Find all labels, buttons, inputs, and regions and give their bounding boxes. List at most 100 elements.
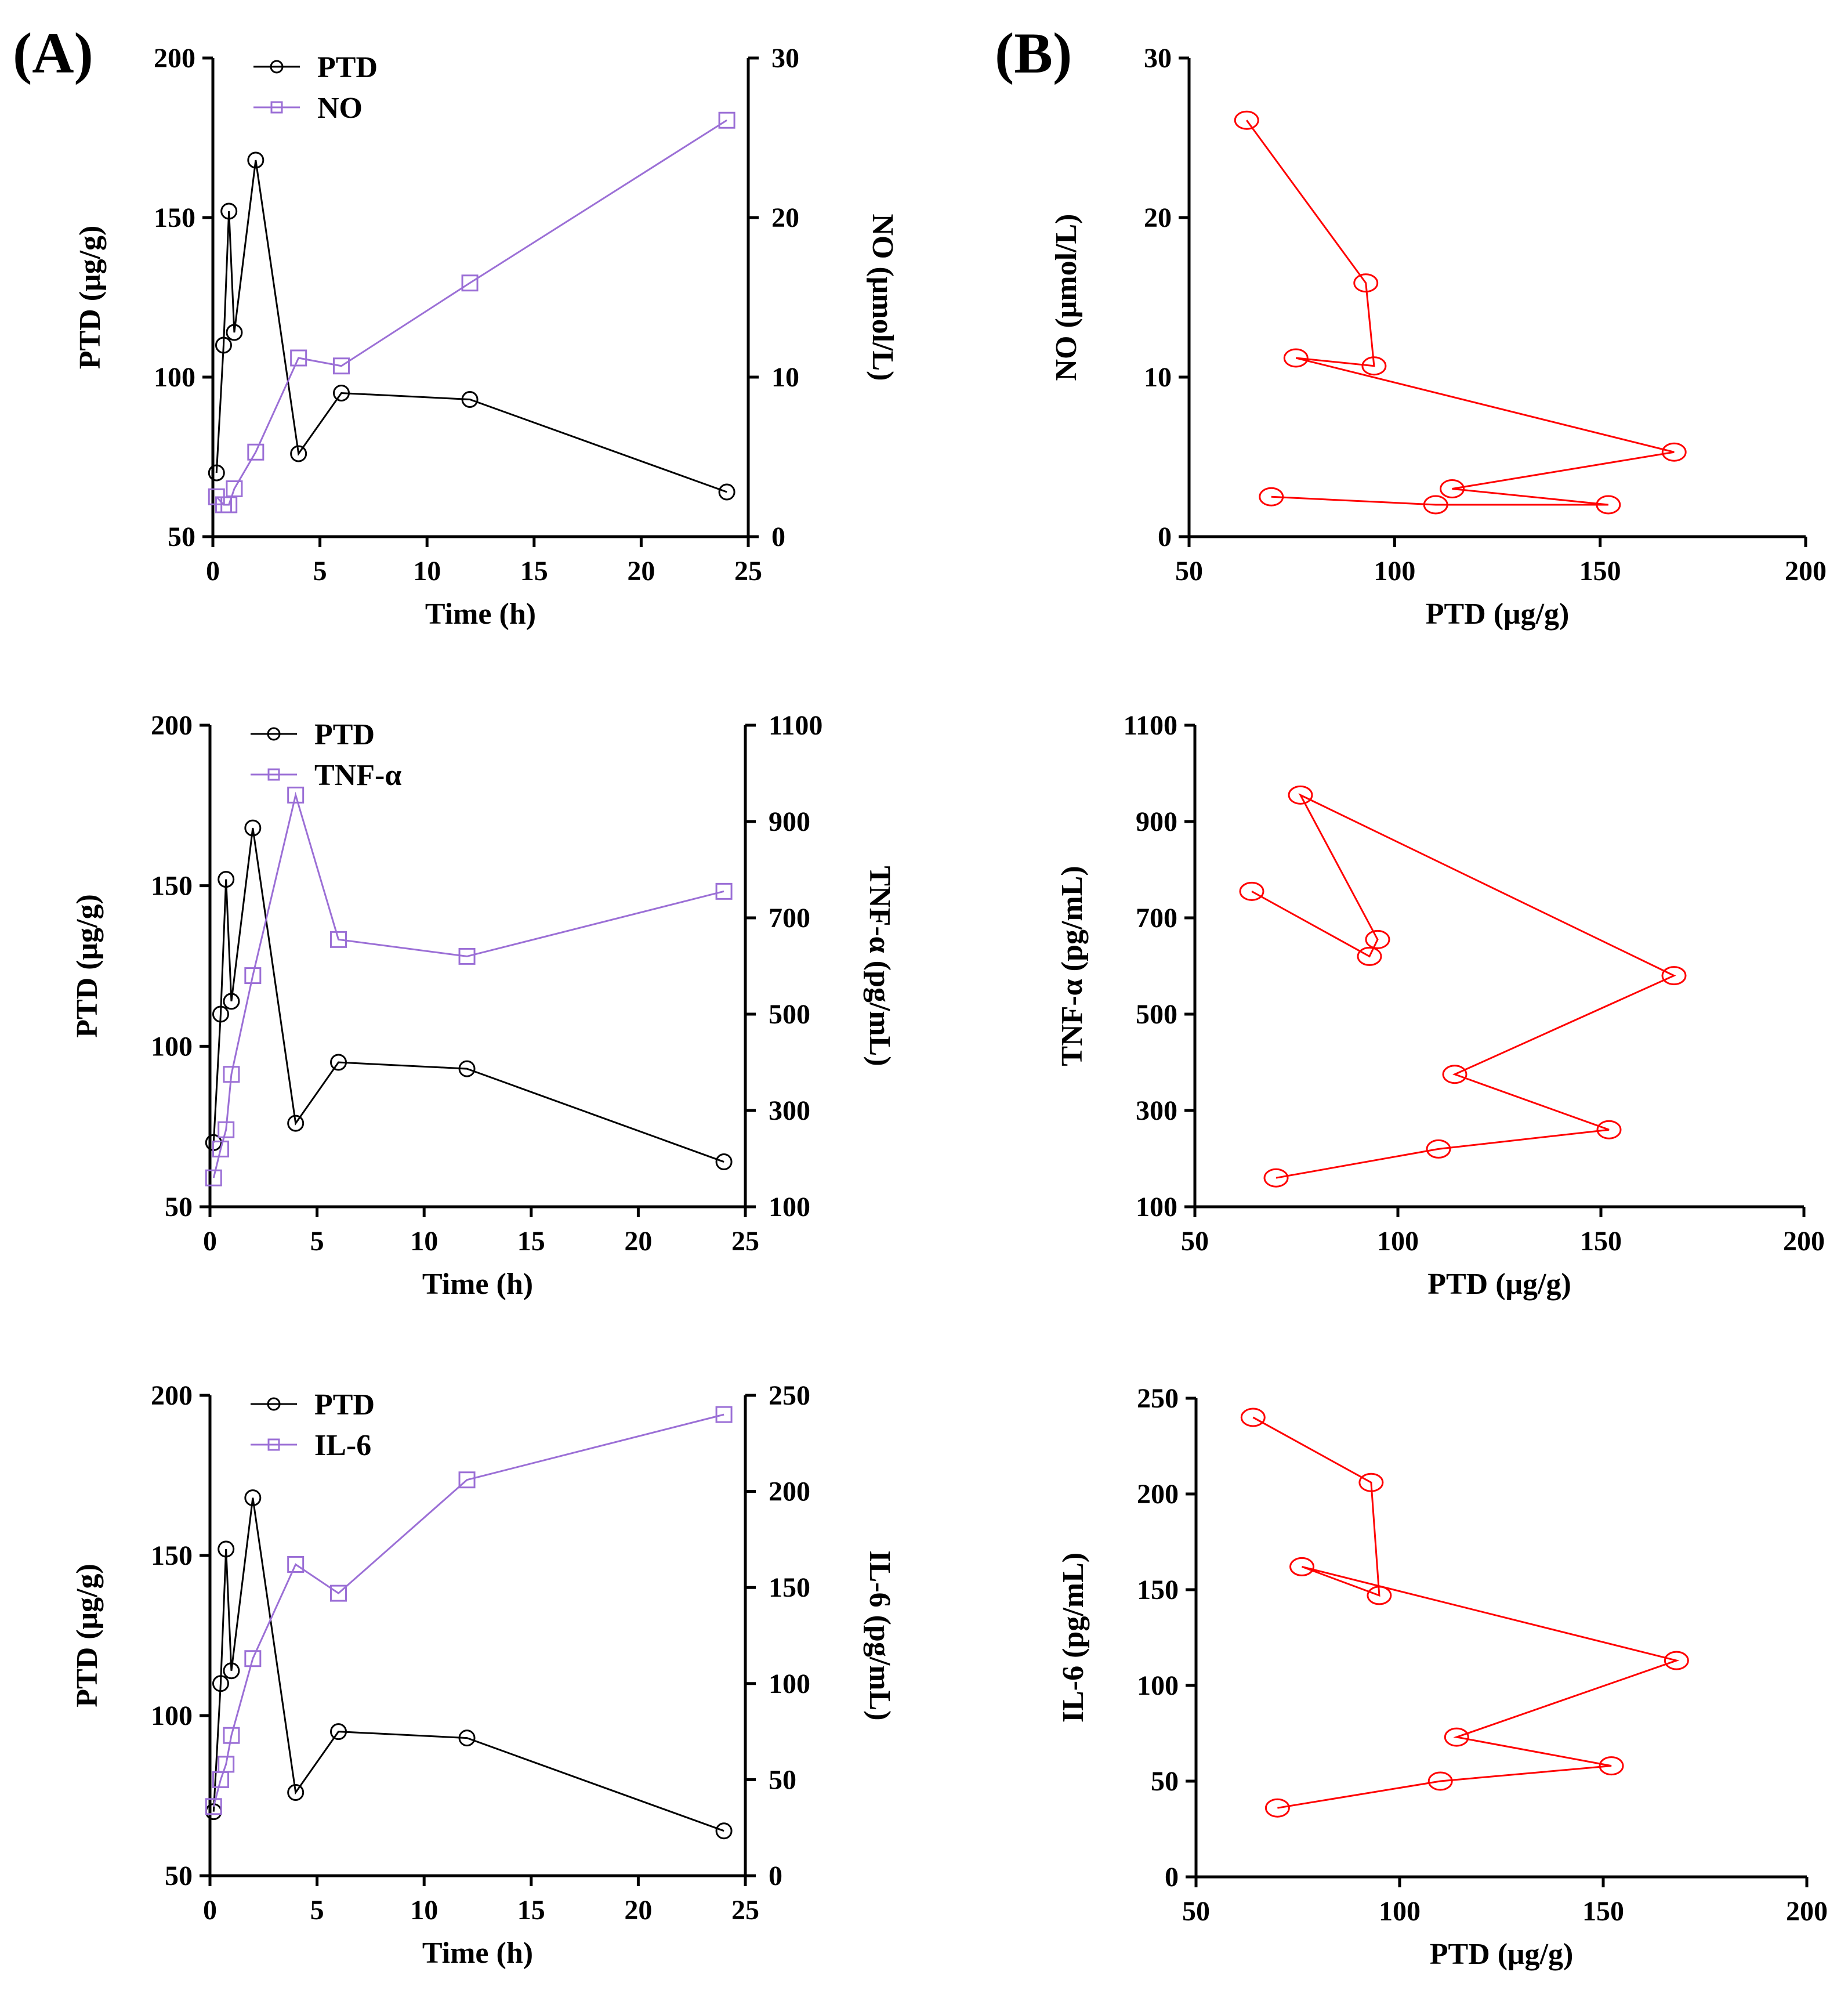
data-point [223,993,240,1010]
data-point [1357,946,1382,966]
legend-item: PTD [253,51,378,84]
data-point [1596,495,1621,515]
series-line-ptd [212,827,724,1163]
legend-label: IL-6 [314,1429,371,1462]
x-tick-label: 50 [1175,556,1203,587]
x-tick-label: 100 [1379,1896,1421,1927]
data-point [1661,442,1687,462]
y-tick-label: 100 [154,362,195,393]
data-point [1358,1472,1384,1492]
x-axis-title: Time (h) [422,1937,533,1970]
data-point [290,349,307,367]
data-point [330,1054,347,1071]
panel-label-a: (A) [13,21,93,85]
data-point [290,445,307,462]
data-point [1367,1586,1392,1605]
x-axis-title: PTD (μg/g) [1427,1268,1571,1301]
data-point [1283,348,1309,368]
x-tick-label: 15 [517,1226,545,1257]
data-point [1444,1727,1469,1747]
data-point [287,1555,305,1573]
x-tick-label: 25 [734,556,762,587]
y-tick-label: 150 [151,871,193,902]
chart-a3: 0 5 10 15 20 25 50 100 150 200 Time (h) PTD (μg/g) 0… [71,1380,896,1970]
x-tick-label: 100 [1374,556,1415,587]
data-point [1661,966,1687,986]
data-point [244,1489,262,1507]
data-point [333,385,350,401]
legend-label: NO [317,92,363,125]
legend-item: NO [253,92,363,125]
y-tick-label: 200 [154,43,195,74]
x-tick-label: 150 [1579,556,1621,587]
data-point [1426,1139,1451,1159]
y-tick-label: 1100 [1124,710,1177,741]
y-tick-label: 50 [1151,1766,1179,1797]
chart-b1: 50 100 150 200 0 10 20 30 PTD (μg/g) NO (μmol/L) [1050,43,1827,631]
data-point [247,151,264,169]
legend-item: TNF-α [251,759,401,792]
series-line-tnf- [212,791,724,1178]
data-point [715,1822,733,1840]
data-point [1423,495,1448,515]
x-tick-label: 20 [624,1895,652,1926]
data-point [718,483,735,501]
x-axis-title: PTD (μg/g) [1430,1938,1574,1971]
y-tick-label: 200 [151,710,193,741]
chart-a1: 0 5 10 15 20 25 50 100 150 200 Time (h) PTD (μg/g) 0… [74,43,899,631]
x-tick-label: 20 [627,556,655,587]
y2-axis-title: IL-6 (pg/mL) [863,1550,896,1720]
data-point [330,1723,347,1741]
x-tick-label: 5 [310,1895,324,1926]
data-point [1264,1798,1290,1818]
series-line-ptd [212,1497,724,1832]
data-point [458,1730,476,1747]
y2-tick-label: 0 [771,522,785,552]
legend-marker [270,60,284,74]
y-tick-label: 100 [1137,1670,1179,1701]
x-tick-label: 10 [410,1895,438,1926]
x-axis-title: Time (h) [425,598,536,631]
data-point [223,1727,240,1744]
legend-marker [270,101,283,114]
data-point [461,391,479,408]
x-tick-label: 0 [203,1226,217,1257]
y2-tick-label: 900 [769,806,810,837]
y-tick-label: 100 [1136,1192,1177,1222]
y-axis-title: PTD (μg/g) [71,894,104,1038]
x-tick-label: 150 [1582,1896,1624,1927]
y-tick-label: 50 [165,1192,193,1222]
x-tick-label: 25 [731,1226,759,1257]
y2-tick-label: 150 [769,1572,810,1603]
data-point [1234,110,1259,130]
data-point [212,1675,229,1692]
y2-tick-label: 1100 [769,710,822,741]
y-tick-label: 150 [151,1540,193,1571]
y-tick-label: 0 [1158,522,1172,552]
y-tick-label: 100 [151,1031,193,1062]
x-tick-label: 5 [310,1226,324,1257]
data-point [715,882,733,900]
x-tick-label: 10 [410,1226,438,1257]
legend-label: PTD [314,718,375,751]
data-point [333,357,350,375]
y2-tick-label: 20 [771,202,799,233]
scatter-path [1252,1416,1680,1809]
data-point [1289,1557,1315,1576]
data-point [226,480,243,497]
data-point [205,1798,222,1815]
data-point [330,1584,347,1602]
data-point [1599,1756,1624,1776]
x-tick-label: 200 [1783,1226,1825,1257]
x-axis-title: PTD (μg/g) [1426,598,1570,631]
chart-a2: 0 5 10 15 20 25 50 100 150 200 Time (h) PTD (μg/g) 1… [71,710,896,1301]
y2-axis-title: TNF-α (pg/mL) [863,866,896,1066]
x-tick-label: 0 [206,556,220,587]
y-tick-label: 30 [1144,43,1172,74]
data-point [1596,1120,1622,1139]
data-point [1361,356,1387,376]
y-axis-title: TNF-α (pg/mL) [1056,866,1089,1066]
y-tick-label: 100 [151,1701,193,1731]
data-point [223,1066,240,1083]
legend-item: PTD [251,1388,375,1421]
